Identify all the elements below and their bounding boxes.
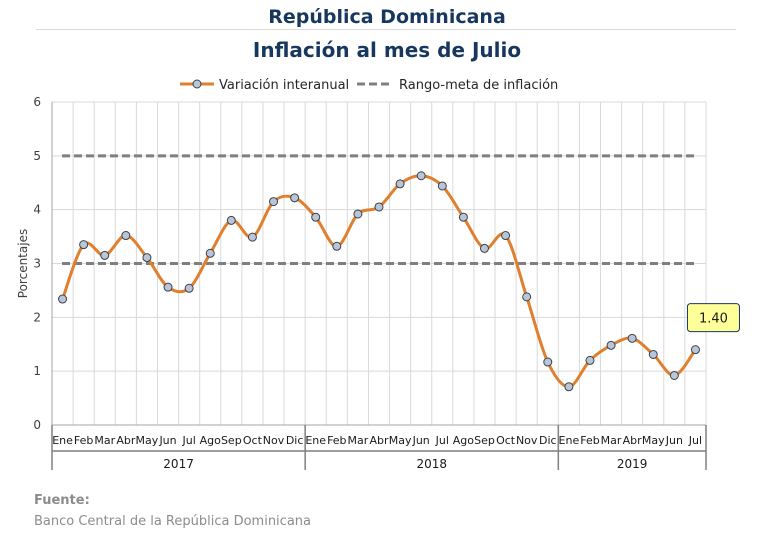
x-tick-label: Feb [580, 434, 599, 447]
x-tick-label: Feb [74, 434, 93, 447]
x-tick-label: Abr [369, 434, 389, 447]
data-point [332, 241, 342, 251]
data-point [395, 179, 405, 189]
legend-label-variacion: Variación interanual [219, 78, 349, 93]
data-point [58, 294, 68, 304]
x-tick-label: Jun [158, 434, 176, 447]
chart-subtitle: Inflación al mes de Julio [252, 38, 522, 62]
x-tick-label: Feb [327, 434, 346, 447]
x-tick-label: Ene [559, 434, 580, 447]
x-tick-label: Oct [496, 434, 516, 447]
x-tick-label: Mar [348, 434, 369, 447]
x-tick-label: Nov [516, 434, 538, 447]
x-tick-label: May [136, 434, 159, 447]
data-point [163, 282, 173, 292]
chart-title: República Dominicana [268, 6, 506, 28]
data-point [184, 283, 194, 293]
x-tick-label: Jul [435, 434, 449, 447]
y-tick-label: 6 [33, 95, 41, 109]
x-year-label: 2019 [617, 457, 648, 471]
data-point [100, 250, 110, 260]
x-tick-label: Ago [200, 434, 222, 447]
x-tick-label: May [642, 434, 665, 447]
data-point [247, 232, 257, 242]
data-point [226, 215, 236, 225]
data-point [606, 340, 616, 350]
data-point [458, 212, 468, 222]
data-point [479, 243, 489, 253]
data-point [416, 171, 426, 181]
data-point [142, 253, 152, 263]
x-tick-label: Jun [412, 434, 430, 447]
data-point [205, 248, 215, 258]
x-tick-label: Jul [181, 434, 195, 447]
x-tick-label: Ene [52, 434, 73, 447]
value-callout-label: 1.40 [699, 312, 728, 327]
data-point [374, 202, 384, 212]
value-callout [686, 303, 740, 333]
data-point [564, 382, 574, 392]
x-tick-label: Jun [665, 434, 683, 447]
y-tick-label: 4 [33, 203, 41, 217]
x-tick-label: Oct [243, 434, 263, 447]
x-tick-label: Sep [221, 434, 242, 447]
legend-marker-swatch [192, 79, 202, 89]
x-year-label: 2017 [163, 457, 194, 471]
y-tick-label: 0 [33, 418, 41, 432]
y-tick-label: 5 [33, 149, 41, 163]
data-point [648, 349, 658, 359]
x-tick-label: Mar [94, 434, 115, 447]
data-point [627, 333, 637, 343]
data-point [522, 292, 532, 302]
y-tick-label: 3 [33, 257, 41, 271]
data-point [669, 370, 679, 380]
data-point [690, 345, 700, 355]
x-tick-label: Ene [305, 434, 326, 447]
x-tick-label: Nov [263, 434, 285, 447]
data-point [353, 209, 363, 219]
data-point [290, 193, 300, 203]
data-point [121, 231, 131, 241]
y-axis-title: Porcentajes [16, 229, 30, 298]
x-tick-label: Ago [453, 434, 475, 447]
data-point [585, 355, 595, 365]
x-tick-label: Dic [539, 434, 557, 447]
data-point [269, 197, 279, 207]
x-tick-label: May [389, 434, 412, 447]
data-point [437, 181, 447, 191]
data-point [543, 357, 553, 367]
title-divider [36, 29, 736, 30]
x-tick-label: Dic [286, 434, 304, 447]
data-point [501, 231, 511, 241]
data-point [311, 212, 321, 222]
x-tick-label: Sep [474, 434, 495, 447]
legend-label-rango: Rango-meta de inflación [399, 78, 558, 93]
x-tick-label: Mar [601, 434, 622, 447]
x-tick-label: Abr [116, 434, 136, 447]
source-label: Fuente: [34, 493, 90, 508]
data-point [79, 240, 89, 250]
x-tick-label: Abr [623, 434, 643, 447]
x-year-label: 2018 [416, 457, 447, 471]
x-tick-label: Jul [688, 434, 702, 447]
y-tick-label: 2 [33, 310, 41, 324]
source-text: Banco Central de la República Dominicana [34, 514, 311, 529]
y-tick-label: 1 [33, 364, 41, 378]
